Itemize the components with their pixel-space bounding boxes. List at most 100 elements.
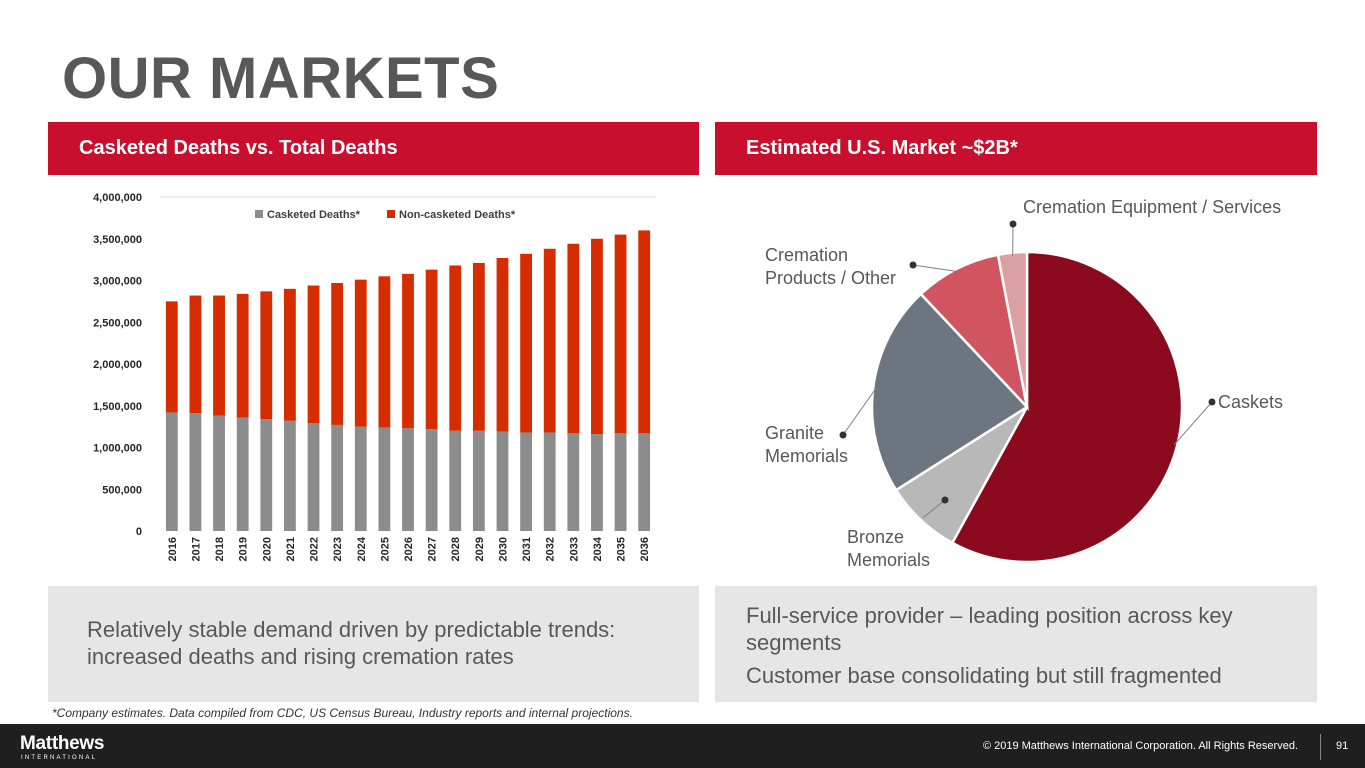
y-tick-label: 500,000	[102, 484, 142, 496]
company-logo: Matthews	[20, 733, 105, 754]
legend-non-casketed-label: Non-casketed Deaths*	[399, 209, 516, 221]
right-summary-box: Full-service provider – leading position…	[715, 586, 1317, 702]
bar-non-casketed	[520, 253, 532, 433]
bar-casketed	[543, 432, 556, 531]
bar-casketed	[425, 429, 438, 531]
y-tick-label: 3,500,000	[93, 234, 142, 246]
left-panel-header: Casketed Deaths vs. Total Deaths	[48, 122, 699, 175]
leader-cremation-products-dot	[909, 261, 917, 269]
legend-casketed-label: Casketed Deaths*	[267, 209, 361, 221]
bar-non-casketed	[284, 288, 296, 421]
bar-casketed	[520, 432, 532, 531]
pie-label-granite: Granite Memorials	[765, 423, 849, 466]
bar-non-casketed	[591, 238, 603, 435]
bar-non-casketed	[425, 269, 438, 430]
bar-casketed	[260, 419, 273, 531]
x-tick-label: 2022	[309, 537, 321, 561]
pie-chart	[839, 220, 1216, 564]
bar-casketed	[567, 433, 580, 531]
bar-non-casketed	[189, 295, 202, 414]
footer: Matthews INTERNATIONAL © 2019 Matthews I…	[0, 724, 1365, 768]
page-number: 91	[1336, 740, 1349, 752]
right-panel-header: Estimated U.S. Market ~$2B*	[715, 122, 1317, 175]
pie-slice-cremation-products	[919, 253, 1030, 411]
x-tick-label: 2033	[568, 537, 580, 561]
bar-casketed	[284, 420, 296, 531]
pie-slice-granite	[870, 292, 1029, 492]
bar-casketed	[307, 423, 320, 531]
leader-caskets-dot	[1208, 398, 1216, 406]
bar-non-casketed	[567, 243, 580, 434]
leader-granite-dot	[839, 431, 847, 439]
leader-cremation-equipment-dot	[1009, 220, 1017, 228]
pie-label-cremation-equipment: Cremation Equipment / Services	[1023, 197, 1282, 217]
bar-casketed	[165, 412, 178, 531]
bar-non-casketed	[378, 276, 391, 428]
bar-non-casketed	[354, 279, 367, 427]
legend-non-casketed-swatch	[387, 210, 395, 218]
bar-casketed	[614, 433, 627, 531]
bar-non-casketed	[307, 285, 320, 424]
bar-non-casketed	[213, 295, 225, 416]
bar-casketed	[591, 434, 603, 531]
bar-non-casketed	[165, 301, 178, 413]
bar-casketed	[331, 424, 344, 531]
bar-chart-container: 0 500,000 1,000,000 1,500,000 2,000,000 2,500…	[48, 175, 699, 586]
x-tick-label: 2032	[545, 537, 557, 561]
x-tick-label: 2017	[190, 537, 202, 561]
legend-casketed-swatch	[255, 210, 263, 218]
bar-casketed	[236, 417, 249, 531]
pie-label-caskets: Caskets	[1218, 392, 1284, 412]
x-tick-label: 2027	[427, 537, 439, 561]
bar-casketed	[472, 430, 485, 531]
x-tick-label: 2021	[285, 537, 297, 561]
leader-granite	[842, 387, 877, 436]
x-tick-label: 2031	[521, 537, 533, 561]
bar-non-casketed	[260, 291, 273, 420]
y-tick-label: 2,000,000	[93, 359, 142, 371]
bar-casketed	[449, 430, 462, 531]
right-bullet-1: Full-service provider – leading position…	[746, 603, 1233, 655]
bar-non-casketed	[236, 293, 249, 418]
leader-caskets	[1173, 401, 1213, 446]
bar-casketed	[402, 428, 414, 531]
bar-non-casketed	[638, 230, 651, 434]
bar-chart: 0 500,000 1,000,000 1,500,000 2,000,000 2,500…	[93, 192, 656, 561]
bar-non-casketed	[496, 257, 509, 432]
bar-non-casketed	[331, 283, 344, 425]
bar-casketed	[638, 433, 651, 531]
pie-label-bronze: Bronze Memorials	[847, 527, 931, 570]
x-tick-label: 2026	[403, 537, 415, 561]
bar-non-casketed	[472, 262, 485, 431]
left-summary-box: Relatively stable demand driven by predi…	[48, 586, 699, 702]
page-title: OUR MARKETS	[62, 46, 500, 111]
pie-chart-container: Cremation Equipment / Services Cremation…	[715, 175, 1317, 586]
y-tick-label: 1,500,000	[93, 401, 142, 413]
y-tick-label: 0	[136, 526, 142, 538]
bar-casketed	[378, 427, 391, 531]
bar-casketed	[189, 413, 202, 531]
y-tick-label: 2,500,000	[93, 317, 142, 329]
pie-label-cremation-products: Cremation Products / Other	[765, 245, 897, 288]
y-tick-label: 1,000,000	[93, 443, 142, 455]
bar-non-casketed	[543, 248, 556, 433]
bar-casketed	[496, 431, 509, 531]
company-logo-subtitle: INTERNATIONAL	[21, 755, 98, 761]
bar-non-casketed	[614, 234, 627, 434]
leader-bronze-dot	[941, 496, 949, 504]
x-tick-label: 2018	[214, 537, 226, 561]
bar-casketed	[354, 426, 367, 531]
x-tick-label: 2030	[497, 537, 509, 561]
left-summary-text: Relatively stable demand driven by predi…	[87, 617, 616, 669]
leader-bronze	[922, 499, 946, 519]
x-tick-label: 2020	[261, 537, 273, 561]
x-tick-label: 2029	[474, 537, 486, 561]
x-tick-label: 2025	[379, 537, 391, 561]
footer-divider	[1320, 734, 1321, 760]
bar-non-casketed	[402, 273, 414, 429]
x-tick-label: 2016	[167, 537, 179, 561]
x-tick-label: 2024	[356, 536, 368, 561]
x-tick-label: 2035	[616, 537, 628, 561]
x-tick-label: 2019	[238, 537, 250, 561]
x-tick-label: 2023	[332, 537, 344, 561]
